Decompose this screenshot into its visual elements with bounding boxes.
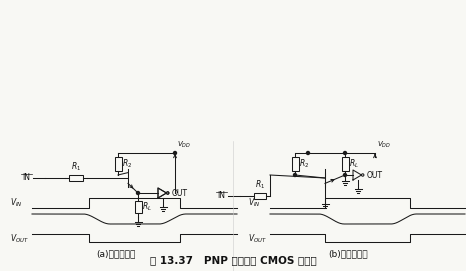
Bar xyxy=(292,157,299,171)
Text: (a)发射极接地: (a)发射极接地 xyxy=(96,250,136,259)
Text: $R_2$: $R_2$ xyxy=(299,158,309,170)
Text: 图 13.37   PNP 晶体管与 CMOS 的接口: 图 13.37 PNP 晶体管与 CMOS 的接口 xyxy=(150,255,316,265)
Circle shape xyxy=(343,173,347,176)
Text: $R_1$: $R_1$ xyxy=(255,179,265,191)
Text: OUT: OUT xyxy=(367,170,383,179)
Text: $R_1$: $R_1$ xyxy=(71,160,81,173)
Bar xyxy=(342,157,349,171)
Circle shape xyxy=(173,151,177,154)
Circle shape xyxy=(294,173,296,176)
Text: IN: IN xyxy=(22,173,30,182)
Bar xyxy=(115,157,122,171)
Circle shape xyxy=(307,151,309,154)
Text: $\mathit{V}_{DD}$: $\mathit{V}_{DD}$ xyxy=(177,140,191,150)
Bar xyxy=(254,193,267,199)
Text: IN: IN xyxy=(217,192,225,201)
Text: $V_{OUT}$: $V_{OUT}$ xyxy=(248,233,267,245)
Bar xyxy=(69,175,83,181)
Text: $V_{OUT}$: $V_{OUT}$ xyxy=(10,233,29,245)
Text: $V_{IN}$: $V_{IN}$ xyxy=(10,197,23,209)
Text: $R_L$: $R_L$ xyxy=(349,158,359,170)
Text: $V_{IN}$: $V_{IN}$ xyxy=(248,197,260,209)
Text: $\mathit{V}_{DD}$: $\mathit{V}_{DD}$ xyxy=(377,140,391,150)
Circle shape xyxy=(343,151,347,154)
Text: $R_L$: $R_L$ xyxy=(142,201,152,213)
Text: (b)射极跟随器: (b)射极跟随器 xyxy=(328,250,368,259)
Circle shape xyxy=(137,192,139,195)
Bar xyxy=(135,201,142,213)
Text: $R_2$: $R_2$ xyxy=(122,158,132,170)
Text: OUT: OUT xyxy=(172,189,188,198)
